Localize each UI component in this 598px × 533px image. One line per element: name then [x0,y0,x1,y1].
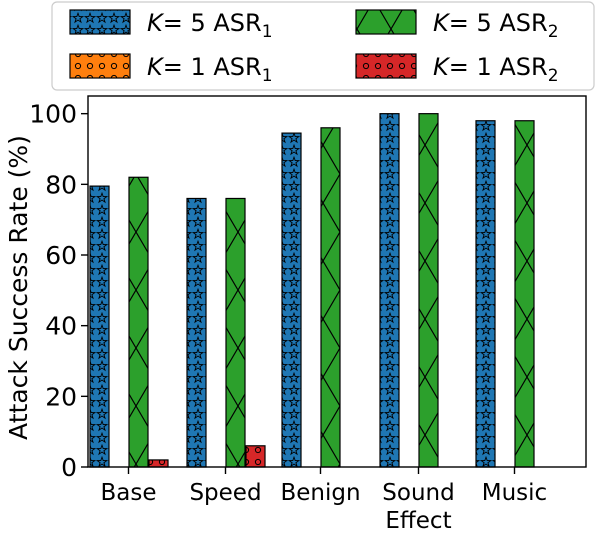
bar-k5asr2-1 [225,197,246,468]
axes-frame [87,95,587,468]
bar-k1asr2-1 [245,445,266,468]
y-axis-label: Attack Success Rate (%) [4,135,33,440]
bar-k5asr2-4 [514,120,535,468]
x-tick-label: Base [100,480,156,506]
bar-k5asr1-2 [281,132,302,468]
y-tick-label: 80 [45,170,77,199]
bar-k5asr2-0 [128,176,149,468]
y-tick-label: 40 [45,312,77,341]
legend-label: K= 5 ASR1 [147,9,273,42]
y-axis-ticks: 0 20 40 60 80 100 [29,100,88,482]
bar-k5asr2-2 [320,127,341,468]
y-tick-label: 0 [61,453,77,482]
x-tick-label: Benign [280,480,360,506]
legend-item-k5asr2: K= 5 ASR2 [355,9,559,42]
bar-k1asr2-0 [148,459,169,468]
x-tick-label: Speed [189,480,261,506]
legend-label: K= 1 ASR2 [433,53,559,86]
bars [89,113,535,468]
legend-item-k1asr1: K= 1 ASR1 [69,53,273,86]
legend: K= 5 ASR1 K= 5 ASR2 K= 1 ASR1 K= 1 ASR2 [51,1,595,91]
legend-item-k5asr1: K= 5 ASR1 [69,9,273,42]
bar-k5asr1-0 [89,185,110,468]
y-tick-label: 20 [45,382,77,411]
legend-label: K= 1 ASR1 [147,53,273,86]
legend-swatch [69,9,131,35]
bar-k5asr1-1 [186,197,207,468]
bar-k5asr1-3 [379,113,400,468]
x-tick-label: Sound [382,480,454,506]
legend-label: K= 5 ASR2 [433,9,559,42]
legend-swatch [355,9,417,35]
legend-item-k1asr2: K= 1 ASR2 [355,53,559,86]
legend-box [51,1,595,91]
bar-k5asr2-3 [418,113,439,468]
x-tick-label: Music [482,480,547,506]
y-tick-label: 100 [29,100,77,129]
y-tick-label: 60 [45,241,77,270]
bar-k5asr1-4 [475,120,496,468]
x-tick-label: Effect [385,508,451,533]
